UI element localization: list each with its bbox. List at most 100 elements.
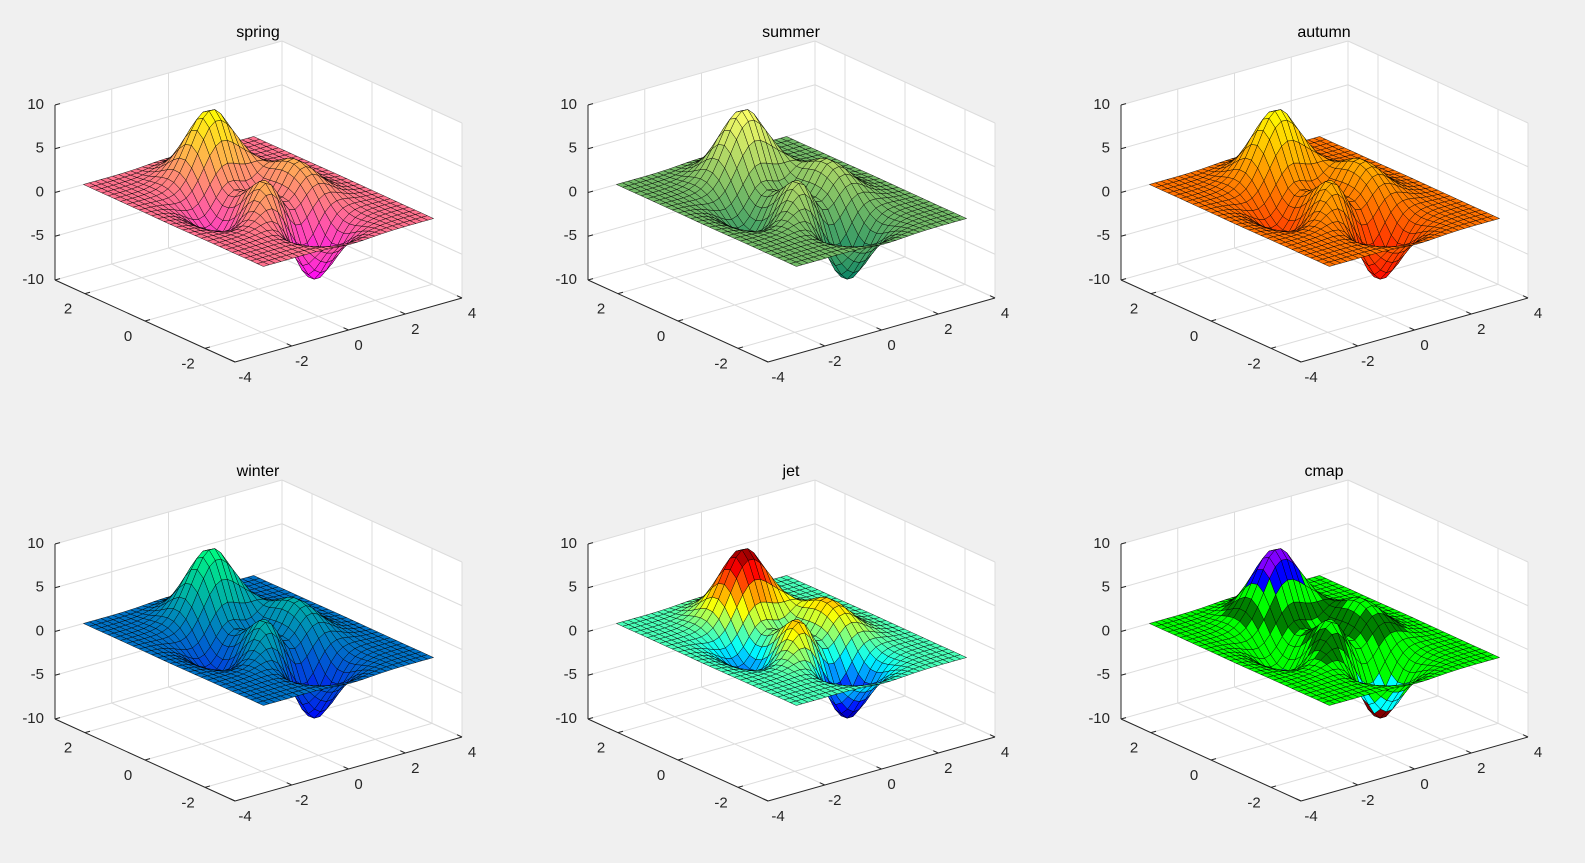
grid-line xyxy=(281,128,463,211)
grid-line xyxy=(144,256,373,322)
z-tick-label: 10 xyxy=(560,535,577,552)
z-tick-label: 10 xyxy=(1093,96,1110,113)
x-tick-label: 0 xyxy=(1420,337,1428,354)
y-tick-label: 0 xyxy=(124,767,132,784)
x-tick xyxy=(819,343,825,347)
z-tick-label: -10 xyxy=(555,271,577,288)
z-tick-label: 5 xyxy=(569,140,577,157)
surface-face xyxy=(256,261,270,267)
grid-line xyxy=(1210,256,1439,322)
z-tick-label: 0 xyxy=(36,183,44,200)
x-tick-label: 0 xyxy=(887,776,895,793)
chart-title: jet xyxy=(782,463,800,480)
z-tick-label: 5 xyxy=(36,579,44,596)
y-tick-label: 2 xyxy=(597,301,605,318)
x-tick-label: -2 xyxy=(295,792,308,809)
grid-line xyxy=(1347,40,1529,124)
z-tick-label: 0 xyxy=(569,622,577,639)
x-tick-label: -4 xyxy=(238,369,251,386)
z-tick xyxy=(587,103,594,106)
x-tick-label: 2 xyxy=(411,760,419,777)
x-tick-label: 4 xyxy=(468,744,476,761)
y-tick xyxy=(84,291,91,295)
z-tick-label: -10 xyxy=(1088,710,1110,727)
z-tick-label: -10 xyxy=(1088,271,1110,288)
y-tick xyxy=(204,785,211,788)
z-tick xyxy=(54,234,61,237)
y-tick-label: 2 xyxy=(597,740,605,757)
x-tick xyxy=(762,359,769,363)
z-tick-label: 10 xyxy=(560,96,577,113)
x-tick-label: 2 xyxy=(944,321,952,338)
x-tick-label: 4 xyxy=(1534,305,1542,322)
z-tick xyxy=(54,673,61,676)
z-tick xyxy=(54,278,61,281)
x-tick-label: -4 xyxy=(771,808,784,825)
y-tick-label: 0 xyxy=(657,328,665,345)
y-tick-label: -2 xyxy=(181,794,194,811)
z-tick xyxy=(1120,103,1127,106)
x-tick-label: 2 xyxy=(944,760,952,777)
x-tick xyxy=(286,343,292,347)
x-tick-label: 4 xyxy=(468,305,476,322)
x-tick-label: -2 xyxy=(828,792,841,809)
grid-line xyxy=(54,84,283,150)
z-tick xyxy=(1120,146,1127,150)
x-tick-label: 4 xyxy=(1001,305,1009,322)
chart-title: autumn xyxy=(1297,24,1350,41)
x-tick xyxy=(343,766,349,770)
y-tick xyxy=(144,758,151,761)
z-tick-label: 0 xyxy=(36,622,44,639)
grid-line xyxy=(587,84,816,150)
z-tick-label: -5 xyxy=(1097,666,1110,683)
z-tick-label: -5 xyxy=(564,666,577,683)
grid-line xyxy=(1347,128,1529,211)
x-tick-label: 2 xyxy=(1477,321,1485,338)
z-tick-label: 5 xyxy=(1102,140,1110,157)
x-tick-label: -2 xyxy=(1361,792,1374,809)
y-tick-label: -2 xyxy=(181,355,194,372)
x-tick-label: -4 xyxy=(1304,808,1317,825)
x-tick xyxy=(456,734,463,738)
z-tick-label: 5 xyxy=(36,140,44,157)
z-tick-label: 10 xyxy=(27,96,44,113)
z-tick-label: 10 xyxy=(27,535,44,552)
x-tick-label: -4 xyxy=(238,808,251,825)
z-tick xyxy=(54,717,61,720)
x-tick xyxy=(1352,343,1358,347)
x-tick-label: 0 xyxy=(354,776,362,793)
x-tick xyxy=(400,750,406,754)
y-tick-label: -2 xyxy=(1247,355,1260,372)
x-tick-label: -2 xyxy=(1361,353,1374,370)
z-tick xyxy=(54,629,61,632)
y-tick xyxy=(737,346,744,349)
z-tick xyxy=(587,234,594,237)
z-tick xyxy=(587,146,594,150)
grid-line xyxy=(1120,40,1349,106)
x-tick xyxy=(286,782,292,786)
z-tick xyxy=(54,190,61,193)
x-tick xyxy=(876,327,882,331)
z-tick-label: -10 xyxy=(22,710,44,727)
surface xyxy=(1148,109,1501,280)
x-tick xyxy=(989,295,996,299)
grid-line xyxy=(814,40,996,124)
z-tick-label: -10 xyxy=(555,710,577,727)
grid-line xyxy=(204,722,433,788)
y-tick xyxy=(677,319,684,322)
grid-line xyxy=(54,40,283,106)
grid-line xyxy=(814,84,996,168)
surface xyxy=(82,109,435,280)
z-tick-label: 0 xyxy=(569,183,577,200)
y-tick xyxy=(1210,319,1217,322)
z-tick-label: 0 xyxy=(1102,183,1110,200)
z-tick xyxy=(1120,278,1127,281)
chart-title: spring xyxy=(236,24,280,41)
x-tick xyxy=(1409,327,1415,331)
y-tick-label: -2 xyxy=(1247,794,1260,811)
y-tick xyxy=(1150,291,1157,295)
x-tick-label: -2 xyxy=(828,353,841,370)
grid-line xyxy=(281,84,463,168)
